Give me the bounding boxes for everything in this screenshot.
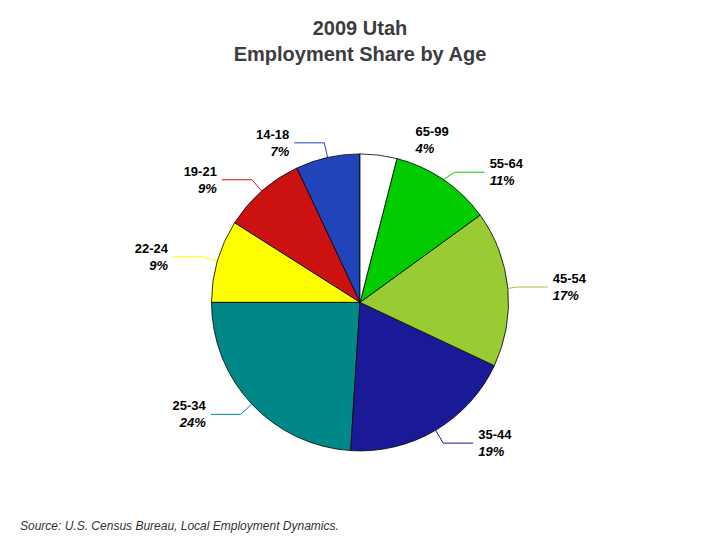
svg-text:11%: 11% bbox=[490, 173, 515, 188]
svg-text:9%: 9% bbox=[198, 181, 217, 196]
svg-text:Employment Share by Age: Employment Share by Age bbox=[234, 43, 487, 65]
svg-text:14-18: 14-18 bbox=[256, 127, 289, 142]
svg-text:24%: 24% bbox=[179, 415, 206, 430]
svg-text:19-21: 19-21 bbox=[184, 164, 217, 179]
svg-text:45-54: 45-54 bbox=[553, 271, 587, 286]
svg-text:22-24: 22-24 bbox=[135, 241, 169, 256]
svg-text:7%: 7% bbox=[271, 144, 290, 159]
svg-text:4%: 4% bbox=[414, 141, 434, 156]
svg-text:2009 Utah: 2009 Utah bbox=[313, 17, 408, 39]
svg-text:55-64: 55-64 bbox=[490, 156, 524, 171]
svg-text:17%: 17% bbox=[553, 288, 579, 303]
svg-text:9%: 9% bbox=[149, 258, 168, 273]
svg-text:19%: 19% bbox=[478, 444, 504, 459]
svg-text:35-44: 35-44 bbox=[478, 427, 512, 442]
svg-text:65-99: 65-99 bbox=[415, 124, 448, 139]
svg-text:Source: U.S. Census Bureau, Lo: Source: U.S. Census Bureau, Local Employ… bbox=[20, 519, 339, 533]
svg-text:25-34: 25-34 bbox=[173, 398, 207, 413]
